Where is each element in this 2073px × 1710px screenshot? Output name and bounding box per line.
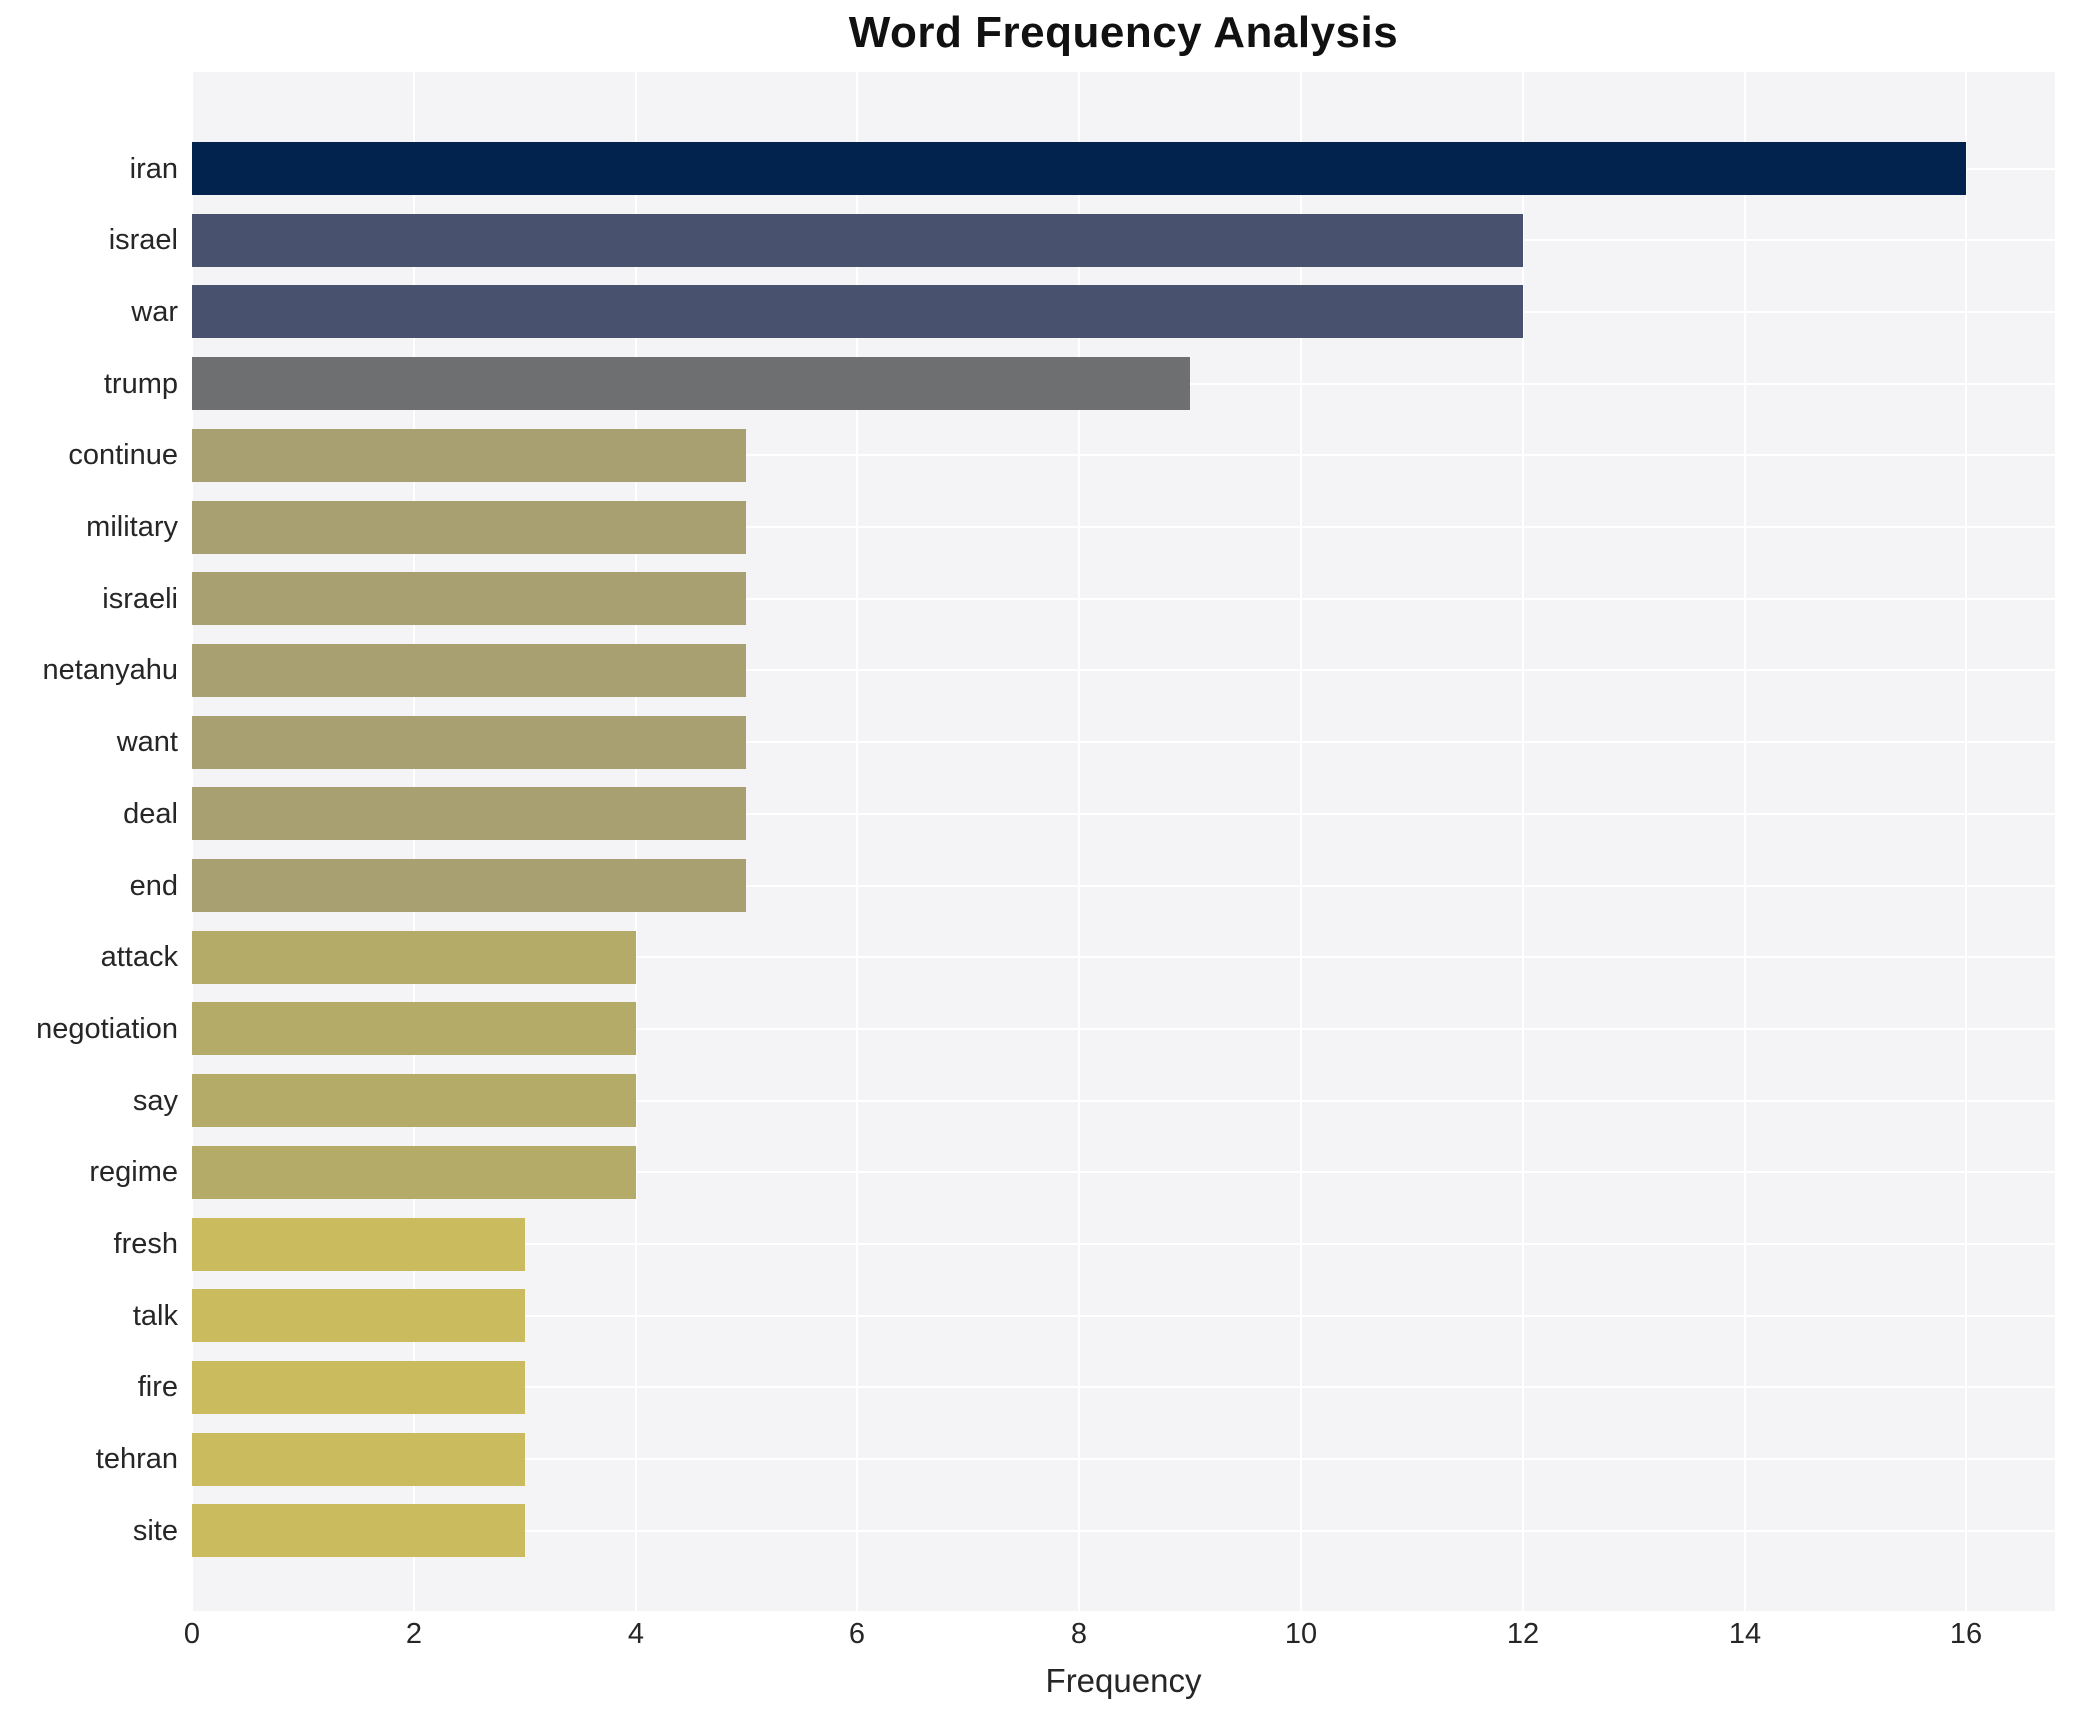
bar-israel: [192, 214, 1523, 267]
y-tick-label-deal: deal: [123, 798, 178, 830]
gridline-y-want: [192, 741, 2055, 743]
x-tick-label-4: 4: [627, 1618, 645, 1650]
y-tick-label-israel: israel: [108, 224, 178, 256]
bar-attack: [192, 931, 636, 984]
x-axis-ticks: 0 2 4 6 8 10 12 14 16: [184, 1618, 2055, 1658]
y-tick-label-fire: fire: [137, 1371, 178, 1403]
gridline-x-8: [1078, 72, 1080, 1611]
gridline-y-regime: [192, 1171, 2055, 1173]
gridline-x-14: [1744, 72, 1746, 1611]
x-tick-label-8: 8: [1070, 1618, 1088, 1650]
gridline-y-military: [192, 526, 2055, 528]
x-tick-label-6: 6: [848, 1618, 866, 1650]
chart-title: Word Frequency Analysis: [848, 8, 1399, 57]
y-tick-label-talk: talk: [132, 1300, 178, 1332]
gridline-y-end: [192, 885, 2055, 887]
gridline-y-tehran: [192, 1458, 2055, 1460]
y-tick-label-site: site: [132, 1515, 178, 1547]
gridline-y-attack: [192, 956, 2055, 958]
gridline-x-2: [413, 72, 415, 1611]
x-tick-label-12: 12: [1506, 1618, 1540, 1650]
x-tick-label-0: 0: [183, 1618, 201, 1650]
y-tick-label-continue: continue: [68, 439, 178, 471]
bar-say: [192, 1074, 636, 1127]
y-tick-label-negotiation: negotiation: [36, 1013, 178, 1045]
bar-netanyahu: [192, 644, 746, 697]
gridline-y-fire: [192, 1386, 2055, 1388]
bar-site: [192, 1504, 525, 1557]
gridline-y-say: [192, 1100, 2055, 1102]
bar-fire: [192, 1361, 525, 1414]
y-tick-label-end: end: [129, 870, 178, 902]
gridline-x-12: [1522, 72, 1524, 1611]
y-tick-label-say: say: [132, 1085, 178, 1117]
x-tick-label-2: 2: [405, 1618, 423, 1650]
bar-deal: [192, 787, 746, 840]
bar-tehran: [192, 1433, 525, 1486]
y-tick-label-netanyahu: netanyahu: [42, 654, 178, 686]
gridline-x-6: [856, 72, 858, 1611]
bar-regime: [192, 1146, 636, 1199]
bar-end: [192, 859, 746, 912]
gridline-x-0: [191, 72, 193, 1611]
gridline-y-continue: [192, 454, 2055, 456]
y-tick-label-fresh: fresh: [113, 1228, 178, 1260]
gridline-x-4: [635, 72, 637, 1611]
x-axis-title: Frequency: [1045, 1662, 1202, 1699]
y-tick-label-attack: attack: [100, 941, 178, 973]
y-tick-label-war: war: [131, 296, 178, 328]
gridline-y-negotiation: [192, 1028, 2055, 1030]
y-axis-labels: iran israel war trump continue military israel…: [0, 72, 178, 1611]
y-tick-label-military: military: [86, 511, 178, 543]
gridline-x-16: [1965, 72, 1967, 1611]
y-tick-label-israeli: israeli: [102, 583, 178, 615]
gridline-y-site: [192, 1530, 2055, 1532]
x-tick-label-16: 16: [1949, 1618, 1983, 1650]
bar-talk: [192, 1289, 525, 1342]
bar-continue: [192, 429, 746, 482]
gridline-y-fresh: [192, 1243, 2055, 1245]
gridline-y-deal: [192, 813, 2055, 815]
x-tick-label-10: 10: [1284, 1618, 1318, 1650]
bar-fresh: [192, 1218, 525, 1271]
bar-military: [192, 501, 746, 554]
bar-iran: [192, 142, 1966, 195]
y-tick-label-iran: iran: [129, 153, 178, 185]
y-tick-label-tehran: tehran: [95, 1443, 178, 1475]
bar-israeli: [192, 572, 746, 625]
gridline-x-10: [1300, 72, 1302, 1611]
gridline-y-israeli: [192, 598, 2055, 600]
bar-trump: [192, 357, 1190, 410]
y-tick-label-want: want: [116, 726, 178, 758]
y-tick-label-trump: trump: [103, 368, 178, 400]
gridline-y-netanyahu: [192, 669, 2055, 671]
bar-war: [192, 285, 1523, 338]
x-tick-label-14: 14: [1728, 1618, 1762, 1650]
bar-want: [192, 716, 746, 769]
y-tick-label-regime: regime: [89, 1156, 178, 1188]
gridline-y-talk: [192, 1315, 2055, 1317]
bar-negotiation: [192, 1002, 636, 1055]
plot-area: [191, 72, 2055, 1611]
